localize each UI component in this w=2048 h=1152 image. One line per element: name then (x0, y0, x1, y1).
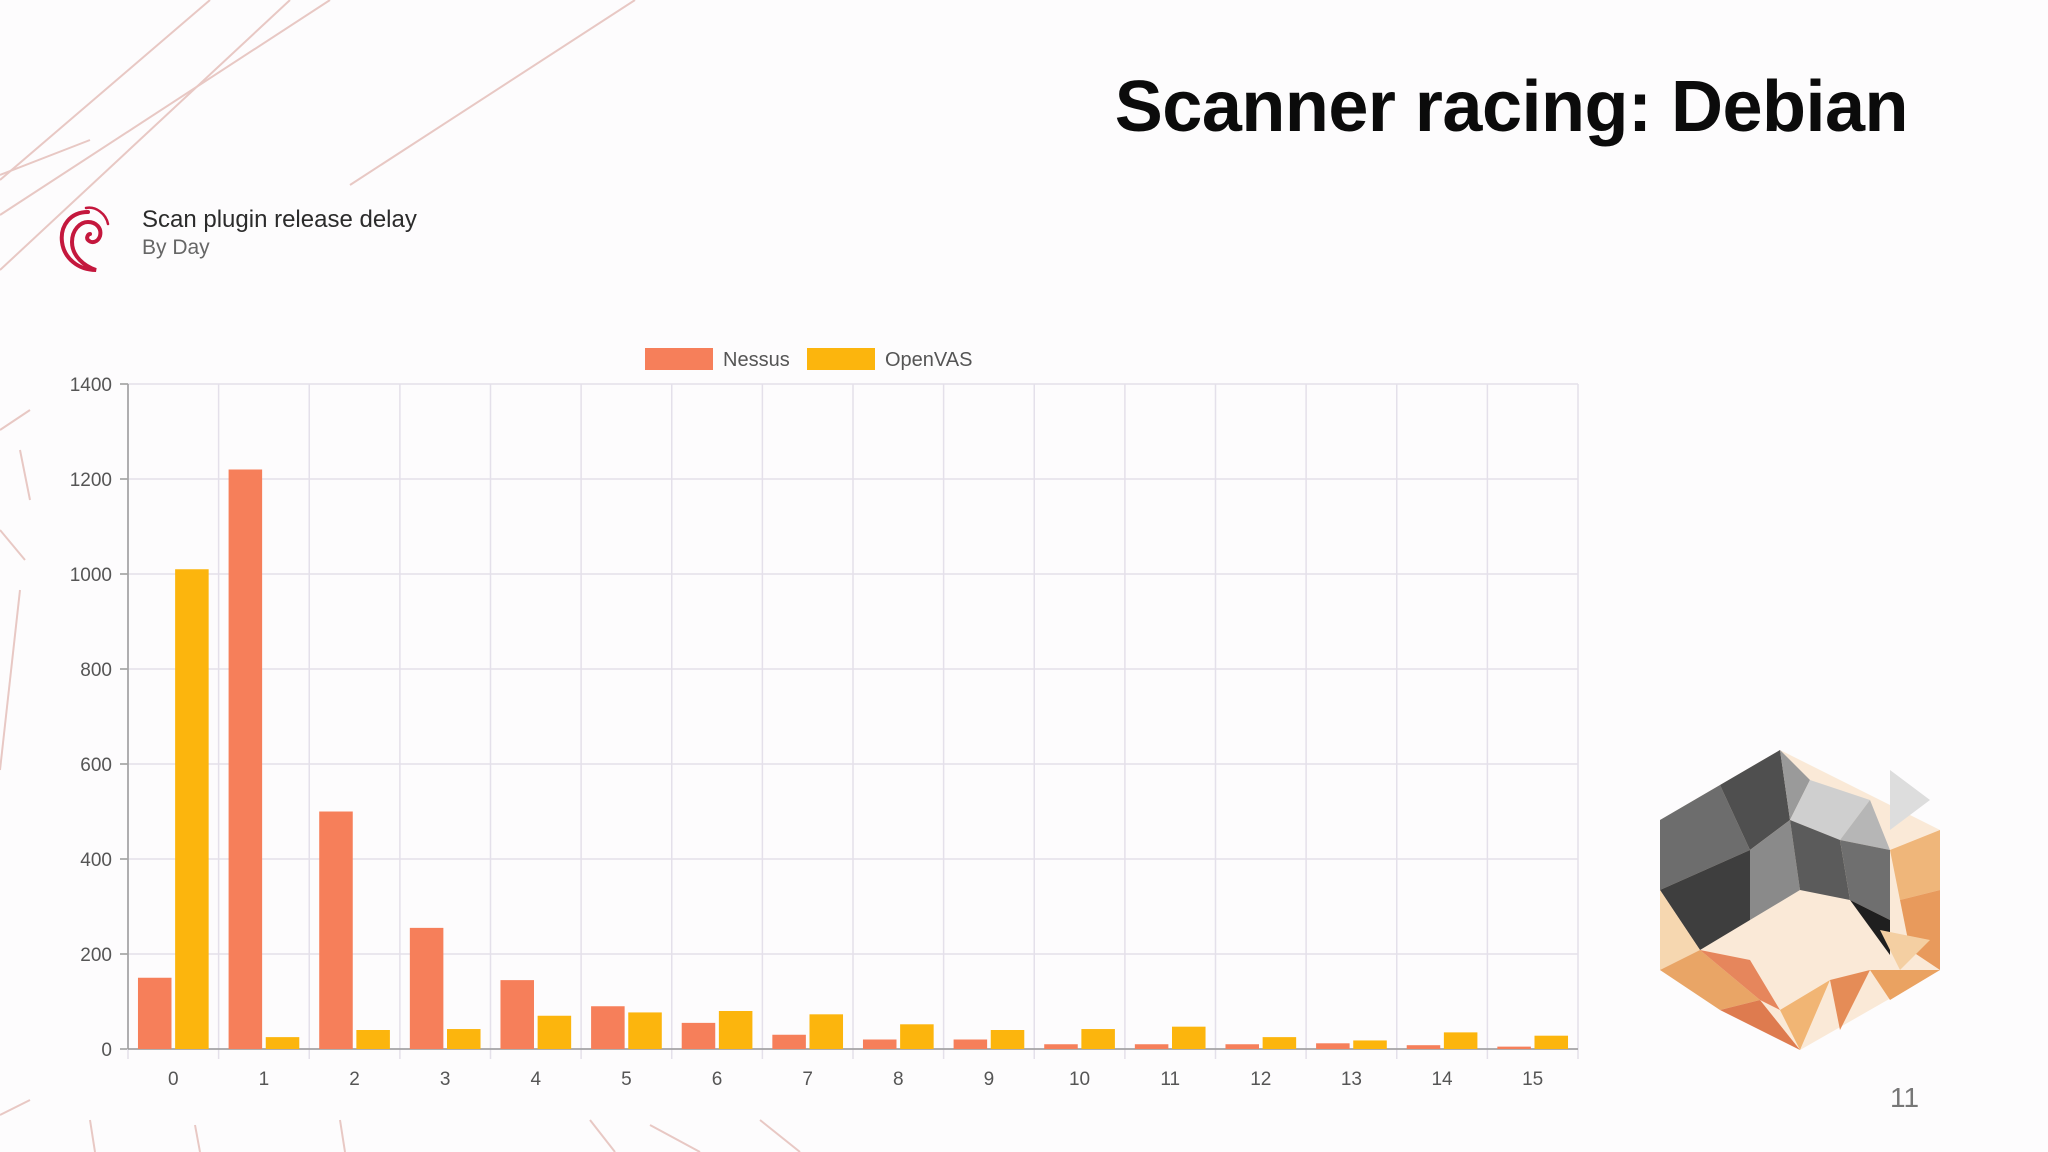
bar-nessus-10 (1044, 1044, 1078, 1049)
bar-openvas-15 (1534, 1035, 1569, 1049)
x-tick-label: 12 (1250, 1069, 1271, 1090)
x-tick-label: 8 (893, 1069, 904, 1090)
bar-nessus-7 (772, 1034, 806, 1049)
bar-nessus-0 (137, 977, 172, 1049)
x-tick-label: 0 (168, 1069, 179, 1090)
x-tick-label: 11 (1160, 1069, 1180, 1090)
x-tick-label: 1 (259, 1069, 270, 1090)
bar-openvas-4 (537, 1015, 572, 1049)
bar-nessus-9 (953, 1039, 988, 1049)
bar-openvas-13 (1353, 1040, 1387, 1049)
bar-openvas-8 (900, 1024, 934, 1049)
bar-openvas-5 (628, 1012, 662, 1049)
bar-openvas-12 (1262, 1037, 1297, 1049)
y-tick-label: 800 (80, 660, 112, 681)
bar-openvas-1 (265, 1037, 300, 1049)
bar-openvas-10 (1081, 1029, 1115, 1049)
bar-nessus-8 (862, 1039, 897, 1049)
bar-nessus-1 (228, 469, 263, 1049)
bar-openvas-9 (990, 1030, 1025, 1049)
y-tick-label: 1400 (70, 375, 112, 396)
bar-nessus-4 (500, 980, 534, 1049)
bar-openvas-2 (356, 1030, 390, 1049)
x-tick-label: 7 (802, 1069, 813, 1090)
page-number: 11 (1890, 1082, 1920, 1113)
bar-nessus-12 (1225, 1044, 1259, 1049)
chart-header: Scan plugin release delay By Day (56, 200, 496, 280)
bar-nessus-15 (1497, 1046, 1531, 1049)
x-tick-label: 2 (349, 1069, 360, 1090)
slide-title: Scanner racing: Debian (1114, 67, 1909, 147)
bar-nessus-6 (681, 1022, 716, 1049)
x-tick-label: 5 (621, 1069, 632, 1090)
hexagon-logo (1660, 750, 1940, 1050)
x-tick-label: 9 (984, 1069, 995, 1090)
x-tick-label: 13 (1341, 1069, 1362, 1090)
legend-swatch-nessus (645, 348, 713, 370)
chart-title: Scan plugin release delay (142, 206, 417, 233)
bar-openvas-7 (809, 1014, 844, 1049)
bar-openvas-11 (1172, 1026, 1206, 1049)
bar-nessus-13 (1316, 1043, 1350, 1049)
bar-nessus-5 (591, 1006, 625, 1049)
x-tick-label: 6 (712, 1069, 723, 1090)
bar-openvas-3 (447, 1029, 481, 1049)
bar-nessus-11 (1134, 1044, 1169, 1049)
bar-nessus-2 (319, 811, 353, 1049)
y-tick-label: 1200 (70, 470, 112, 491)
legend-swatch-openvas (807, 348, 875, 370)
y-tick-label: 200 (80, 945, 112, 966)
bar-openvas-6 (718, 1011, 753, 1049)
y-tick-label: 0 (101, 1040, 112, 1061)
bar-openvas-14 (1443, 1032, 1478, 1049)
bar-nessus-14 (1406, 1045, 1441, 1049)
x-tick-label: 15 (1522, 1069, 1543, 1090)
chart-subtitle: By Day (142, 236, 210, 259)
debian-swirl-icon (59, 206, 110, 272)
bar-nessus-3 (409, 927, 444, 1049)
x-tick-label: 3 (440, 1069, 451, 1090)
x-tick-label: 14 (1431, 1069, 1453, 1090)
x-tick-label: 4 (531, 1069, 542, 1090)
x-tick-label: 10 (1069, 1069, 1090, 1090)
y-tick-label: 400 (80, 850, 112, 871)
legend-label-openvas: OpenVAS (885, 349, 972, 371)
legend-label-nessus: Nessus (723, 349, 790, 371)
y-tick-label: 600 (80, 755, 112, 776)
y-tick-label: 1000 (70, 565, 112, 586)
bar-openvas-0 (175, 569, 209, 1049)
